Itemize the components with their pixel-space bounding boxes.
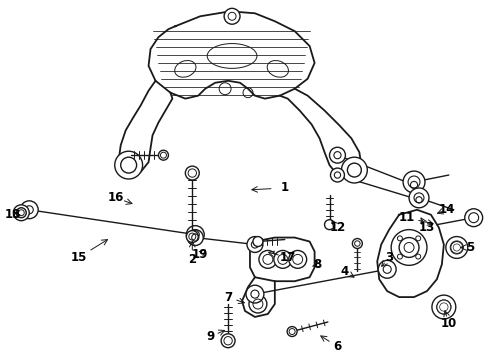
Circle shape bbox=[330, 168, 344, 182]
Circle shape bbox=[402, 171, 424, 193]
Text: 16: 16 bbox=[107, 192, 123, 204]
Text: 19: 19 bbox=[192, 248, 208, 261]
Circle shape bbox=[187, 230, 203, 246]
Polygon shape bbox=[119, 81, 172, 175]
Text: 3: 3 bbox=[385, 251, 392, 264]
Polygon shape bbox=[279, 89, 361, 178]
Circle shape bbox=[324, 220, 334, 230]
Circle shape bbox=[390, 230, 426, 265]
Circle shape bbox=[405, 177, 421, 193]
Circle shape bbox=[288, 251, 306, 268]
Circle shape bbox=[186, 231, 198, 243]
Text: 10: 10 bbox=[440, 318, 456, 330]
Circle shape bbox=[273, 251, 291, 268]
Circle shape bbox=[252, 237, 263, 247]
Text: 8: 8 bbox=[313, 258, 321, 271]
Polygon shape bbox=[148, 11, 314, 99]
Circle shape bbox=[436, 300, 450, 314]
Text: 2: 2 bbox=[188, 253, 196, 266]
Circle shape bbox=[411, 193, 425, 207]
Text: 14: 14 bbox=[438, 203, 454, 216]
Text: 5: 5 bbox=[465, 241, 473, 254]
Circle shape bbox=[248, 295, 266, 313]
Text: 18: 18 bbox=[5, 208, 21, 221]
Text: 6: 6 bbox=[333, 340, 341, 353]
Circle shape bbox=[245, 285, 264, 303]
Circle shape bbox=[186, 226, 204, 243]
Circle shape bbox=[431, 295, 455, 319]
Circle shape bbox=[158, 150, 168, 160]
Circle shape bbox=[352, 239, 362, 248]
Text: 15: 15 bbox=[71, 251, 87, 264]
Text: 13: 13 bbox=[418, 221, 434, 234]
Polygon shape bbox=[242, 277, 274, 317]
Text: 11: 11 bbox=[398, 211, 414, 224]
Circle shape bbox=[408, 188, 428, 208]
Circle shape bbox=[286, 327, 297, 337]
Text: 12: 12 bbox=[329, 221, 345, 234]
Circle shape bbox=[258, 251, 276, 268]
Polygon shape bbox=[249, 238, 314, 281]
Circle shape bbox=[221, 334, 235, 348]
Text: 7: 7 bbox=[224, 291, 232, 303]
Circle shape bbox=[16, 208, 26, 218]
Circle shape bbox=[450, 242, 462, 253]
Circle shape bbox=[185, 166, 199, 180]
Circle shape bbox=[224, 8, 240, 24]
Circle shape bbox=[341, 157, 366, 183]
Circle shape bbox=[246, 237, 263, 252]
Text: 4: 4 bbox=[340, 265, 348, 278]
Circle shape bbox=[445, 237, 467, 258]
Circle shape bbox=[115, 151, 142, 179]
Text: 9: 9 bbox=[205, 330, 214, 343]
Text: 17: 17 bbox=[279, 251, 295, 264]
Circle shape bbox=[377, 260, 395, 278]
Circle shape bbox=[329, 147, 345, 163]
Circle shape bbox=[464, 209, 482, 227]
Circle shape bbox=[20, 201, 38, 219]
Circle shape bbox=[13, 205, 29, 221]
Polygon shape bbox=[376, 210, 443, 297]
Text: 1: 1 bbox=[280, 181, 288, 194]
